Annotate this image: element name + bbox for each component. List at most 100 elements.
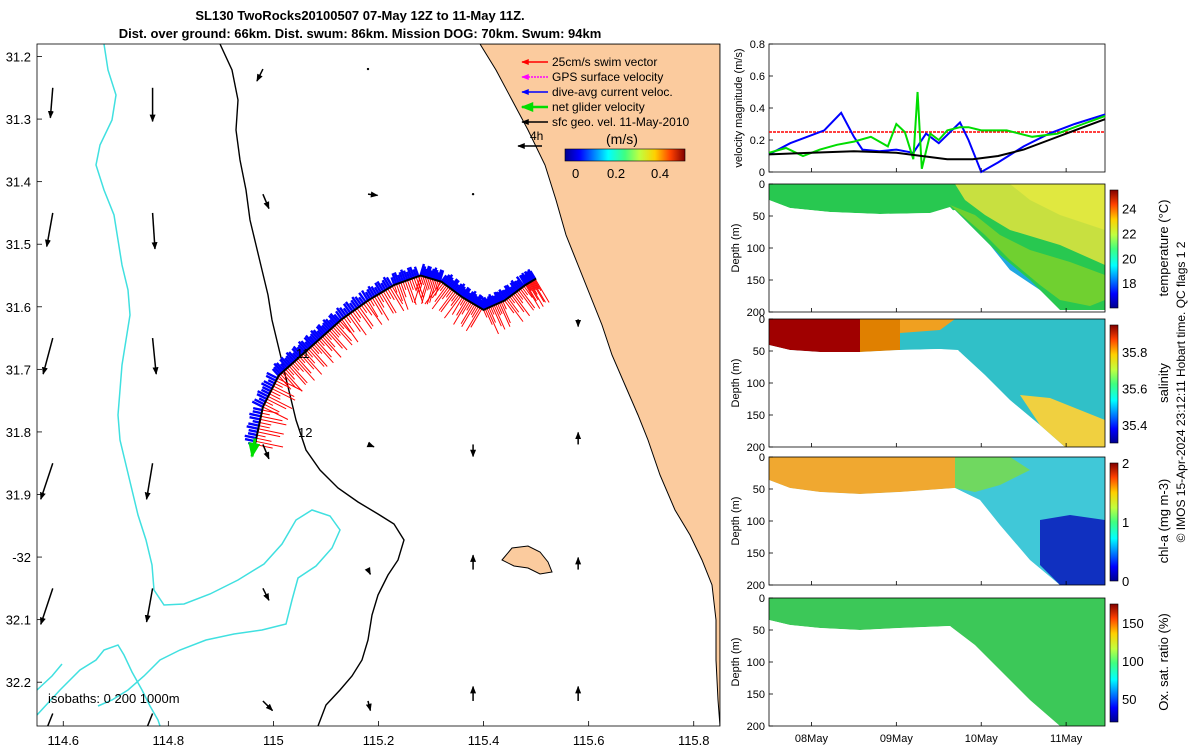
- colorbar-label: salinity: [1156, 363, 1171, 403]
- current-vector-dive-avg: [291, 347, 301, 358]
- current-arrows: [40, 67, 582, 726]
- map-y-tick-label: -32: [12, 550, 31, 565]
- swim-vector: [318, 339, 325, 347]
- swim-vector: [505, 298, 524, 322]
- swim-vector: [491, 305, 502, 327]
- map-x-tick-label: 114.8: [153, 733, 185, 748]
- salinity-field-orange: [900, 319, 955, 333]
- swim-vector: [275, 380, 290, 389]
- oxygen-panel: [768, 597, 1106, 727]
- swim-vector: [350, 312, 367, 336]
- current-vector-dive-avg: [440, 274, 448, 283]
- current-vector-dive-avg: [498, 288, 508, 300]
- swim-vector: [258, 425, 270, 429]
- current-vector-dive-avg: [249, 415, 261, 421]
- velocity-y-tick-label: 0.2: [750, 135, 765, 147]
- swim-vector: [283, 370, 303, 392]
- oxygen-field: [769, 598, 1105, 726]
- current-vector-dive-avg: [252, 410, 262, 415]
- colorbar-tick-02: 0.2: [607, 166, 625, 181]
- current-vector-dive-avg: [354, 296, 363, 306]
- swim-vector: [369, 298, 375, 307]
- swim-vector: [497, 303, 503, 315]
- depth-tick-label: 200: [747, 442, 765, 454]
- velocity-y-tick-label: 0: [759, 167, 765, 179]
- current-vector-dive-avg: [246, 425, 259, 430]
- velocity-y-tick-label: 0.4: [750, 103, 765, 115]
- current-vector-dive-avg: [263, 380, 274, 388]
- depth-tick-label: 50: [753, 211, 765, 223]
- section-colorbar: [1109, 603, 1119, 723]
- current-vector-dive-avg: [451, 279, 460, 291]
- current-vector-dive-avg: [258, 397, 267, 403]
- swim-vector: [285, 369, 295, 380]
- current-vector-dive-avg: [310, 329, 320, 341]
- map-y-tick-label: 31.4: [6, 175, 31, 190]
- swim-vector: [421, 277, 430, 304]
- swim-vector: [486, 308, 499, 335]
- swim-vector: [313, 343, 323, 354]
- current-vector-dive-avg: [297, 340, 308, 352]
- depth-tick-label: 100: [747, 516, 765, 528]
- map-legend: 25cm/s swim vector GPS surface velocity …: [517, 55, 690, 181]
- current-vector: [366, 67, 370, 71]
- current-vector-dive-avg: [366, 288, 374, 299]
- current-vector-dive-avg: [348, 302, 356, 311]
- swim-vector: [261, 412, 270, 416]
- depth-tick-label: 100: [747, 657, 765, 669]
- swim-vector: [409, 279, 414, 291]
- swim-vector: [367, 300, 379, 318]
- colorbar-label: chl-a (mg m-3): [1156, 479, 1171, 564]
- swim-vector: [273, 385, 295, 397]
- swim-vector: [498, 302, 511, 327]
- swim-vector: [525, 284, 541, 309]
- swim-vector: [483, 309, 488, 318]
- map-x-tick-label: 115.8: [678, 733, 710, 748]
- swim-vector: [490, 306, 495, 315]
- current-vector-dive-avg: [454, 283, 463, 293]
- swim-vector: [336, 323, 352, 342]
- depth-tick-label: 0: [759, 452, 765, 464]
- current-vector-dive-avg: [505, 284, 515, 295]
- swim-vector: [280, 373, 287, 381]
- current-vector: [47, 87, 54, 119]
- glider-track-line: [254, 274, 537, 445]
- isobath-200m: [219, 44, 405, 726]
- salinity-mask: [769, 345, 1062, 447]
- current-vector-dive-avg: [364, 291, 372, 300]
- time-label-12: 12: [298, 425, 312, 440]
- current-vector-dive-avg: [463, 288, 472, 300]
- colorbar-label: Ox. sat. ratio (%): [1156, 613, 1171, 711]
- swim-vector: [502, 301, 507, 310]
- current-vector-dive-avg: [458, 286, 466, 296]
- chla-field-green: [955, 457, 1030, 492]
- current-vector-dive-avg: [408, 266, 416, 279]
- current-vector-dive-avg: [304, 341, 312, 349]
- current-vector-dive-avg: [309, 333, 319, 343]
- current-vector-dive-avg: [261, 385, 272, 393]
- current-vector-dive-avg: [273, 366, 282, 375]
- current-vector-dive-avg: [321, 324, 329, 333]
- current-vector-dive-avg: [426, 266, 432, 278]
- depth-tick-label: 0: [759, 179, 765, 191]
- side-caption: © IMOS 15-Apr-2024 23:12:11 Hobart time.…: [1174, 241, 1188, 542]
- current-vector-dive-avg: [470, 293, 478, 304]
- current-vector-dive-avg: [396, 274, 402, 283]
- salinity-field-deep: [1020, 395, 1105, 447]
- time-label-11: 11: [296, 346, 310, 361]
- current-vector-dive-avg: [317, 323, 327, 335]
- current-vector-dive-avg: [445, 276, 454, 287]
- current-vector-dive-avg: [316, 330, 324, 338]
- swim-vector: [301, 354, 315, 370]
- swim-vector: [258, 428, 284, 435]
- current-vector-dive-avg: [465, 292, 472, 301]
- current-vector-dive-avg: [284, 357, 292, 366]
- current-vector-dive-avg: [304, 334, 315, 346]
- velocity-y-axis: 0 0.2 0.4 0.6 0.8: [750, 39, 773, 179]
- colorbar-tick-0: 0: [572, 166, 579, 181]
- current-vector-dive-avg: [251, 400, 264, 408]
- temperature-mask: [769, 200, 1058, 312]
- swim-vector: [488, 307, 496, 323]
- swim-vector: [256, 434, 266, 438]
